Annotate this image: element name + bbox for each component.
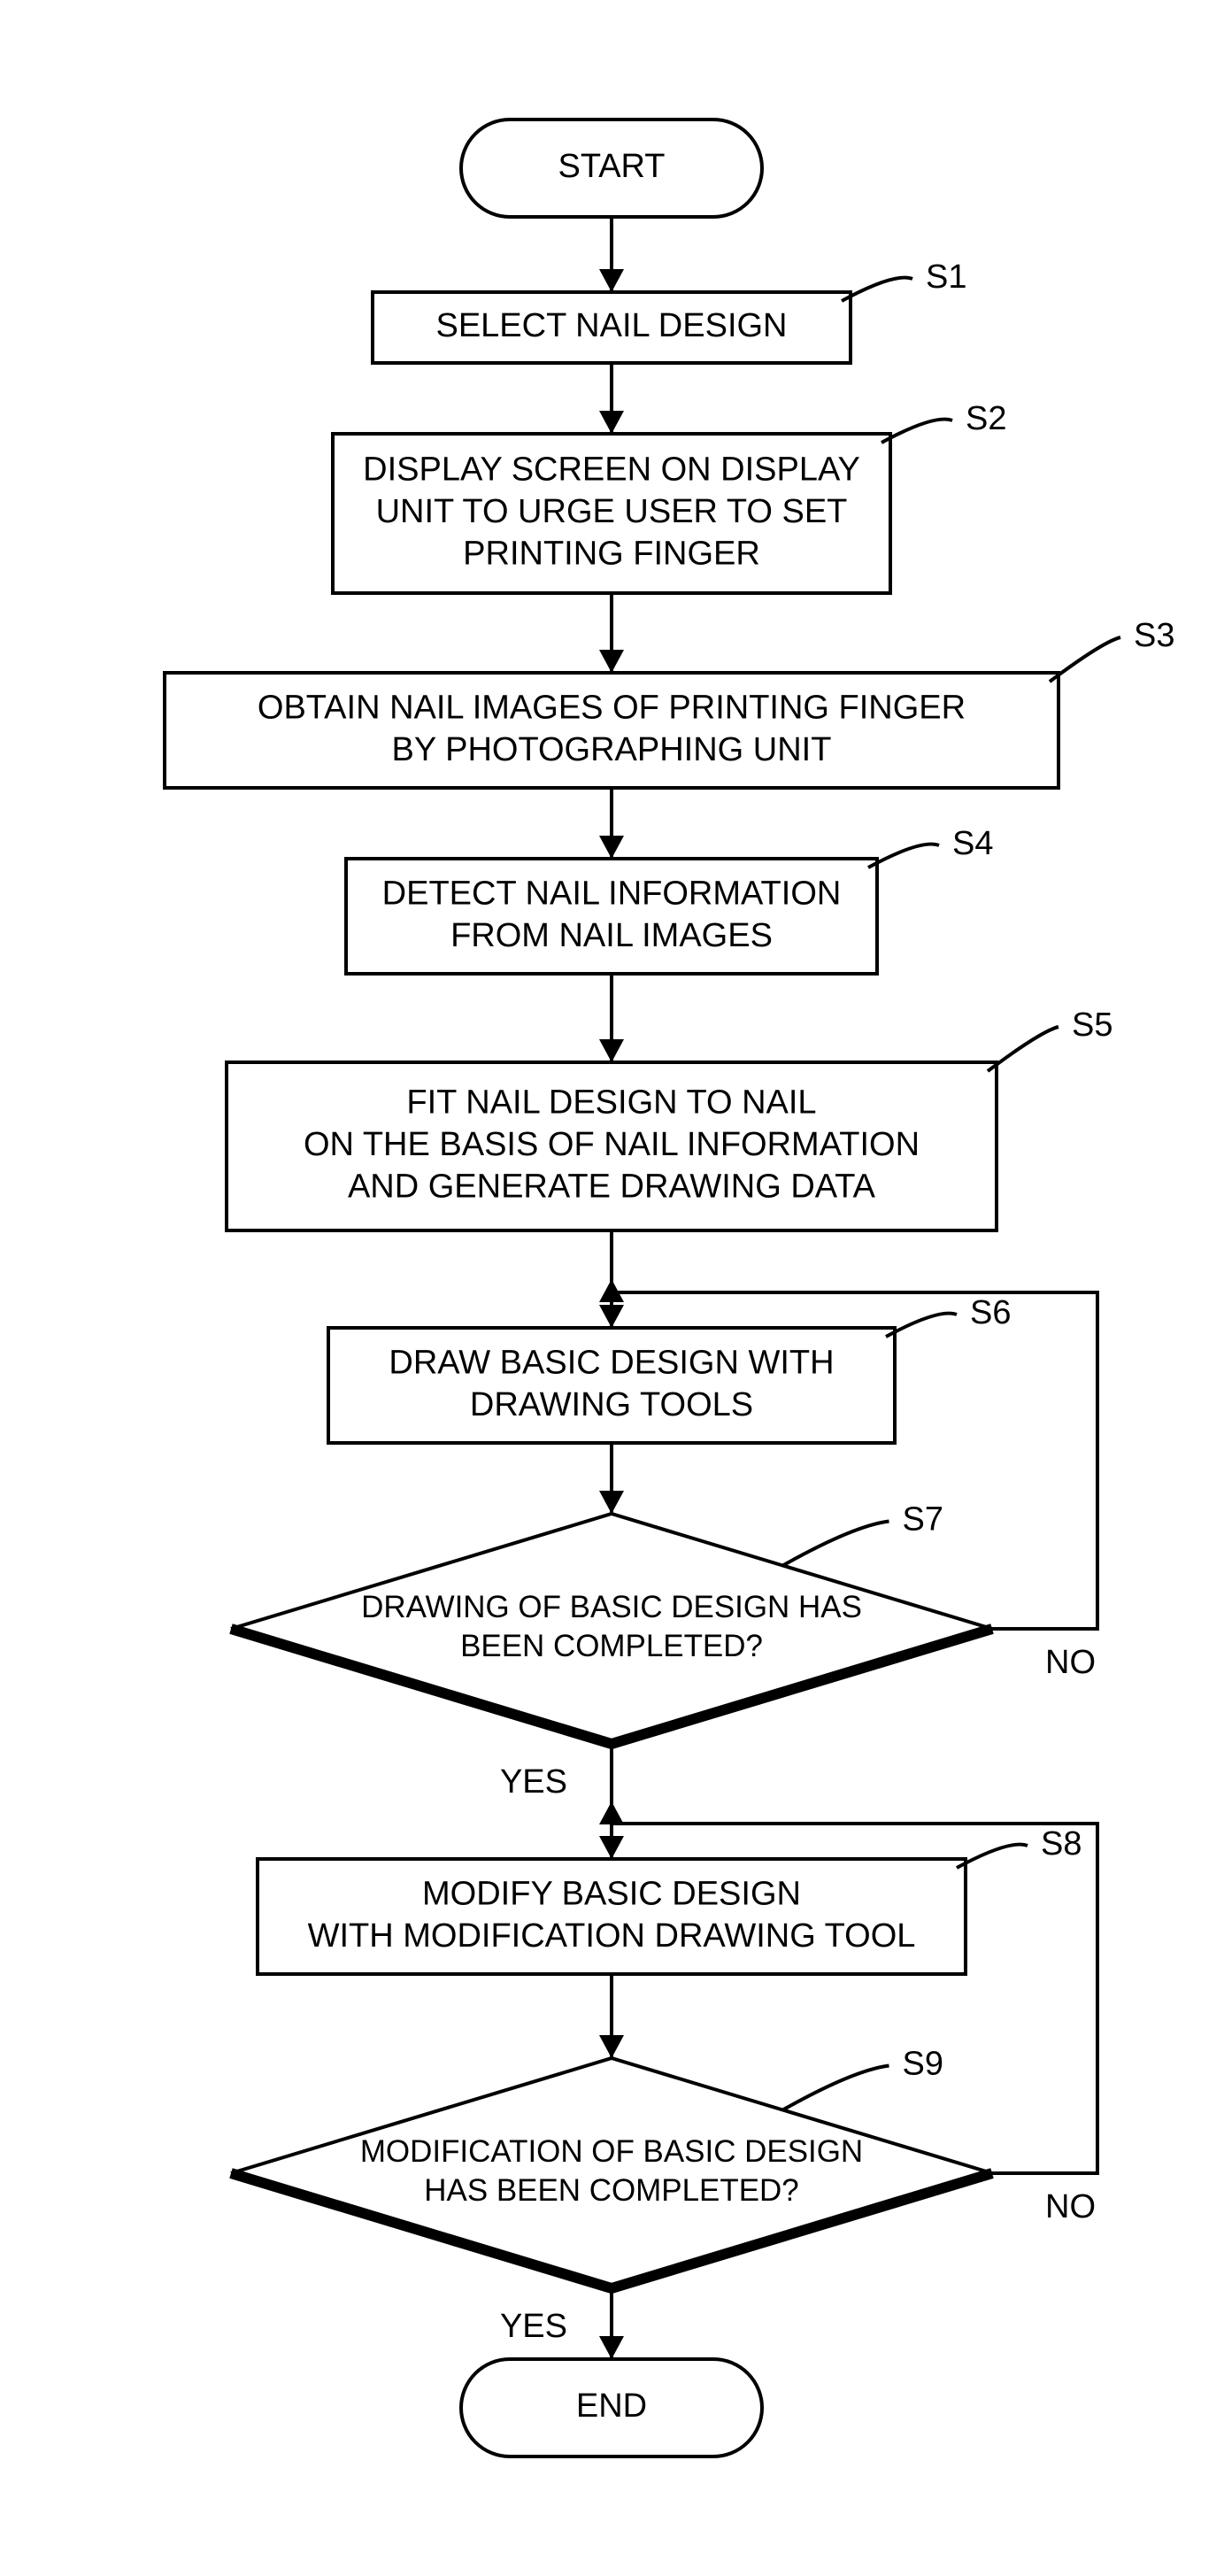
loop-s9-head (599, 1801, 624, 1824)
start-terminator-label: START (558, 148, 665, 185)
end-terminator-label: END (576, 2387, 647, 2425)
tag-s7: S7 (903, 1501, 943, 1539)
arrow-start-head (599, 269, 624, 292)
tag-s5-leader (988, 1027, 1058, 1071)
tag-s4: S4 (952, 825, 993, 862)
loop-s9-no-label: NO (1045, 2188, 1096, 2225)
arrow-s9-head (599, 2336, 624, 2359)
arrow-s7-head (599, 1836, 624, 1859)
arrow-s3-head (599, 836, 624, 859)
tag-s1: S1 (926, 258, 966, 296)
arrow-s4-head (599, 1039, 624, 1062)
tag-s3: S3 (1134, 617, 1174, 654)
process-s1-text: SELECT NAIL DESIGN (435, 307, 787, 344)
tag-s8: S8 (1041, 1825, 1082, 1863)
arrow-s2-head (599, 650, 624, 673)
arrow-s8-head (599, 2035, 624, 2058)
tag-s6: S6 (970, 1294, 1011, 1331)
yes-s7: YES (500, 1763, 567, 1801)
tag-s7-leader (783, 1522, 889, 1566)
tag-s9-leader (783, 2066, 889, 2110)
tag-s2: S2 (966, 400, 1006, 437)
arrow-s6-head (599, 1491, 624, 1514)
tag-s9: S9 (903, 2046, 943, 2083)
yes-s9: YES (500, 2308, 567, 2345)
tag-s5: S5 (1072, 1006, 1112, 1044)
arrow-s1-head (599, 411, 624, 434)
tag-s3-leader (1050, 637, 1120, 682)
loop-s7-no-label: NO (1045, 1644, 1096, 1681)
arrow-s5-head (599, 1305, 624, 1328)
